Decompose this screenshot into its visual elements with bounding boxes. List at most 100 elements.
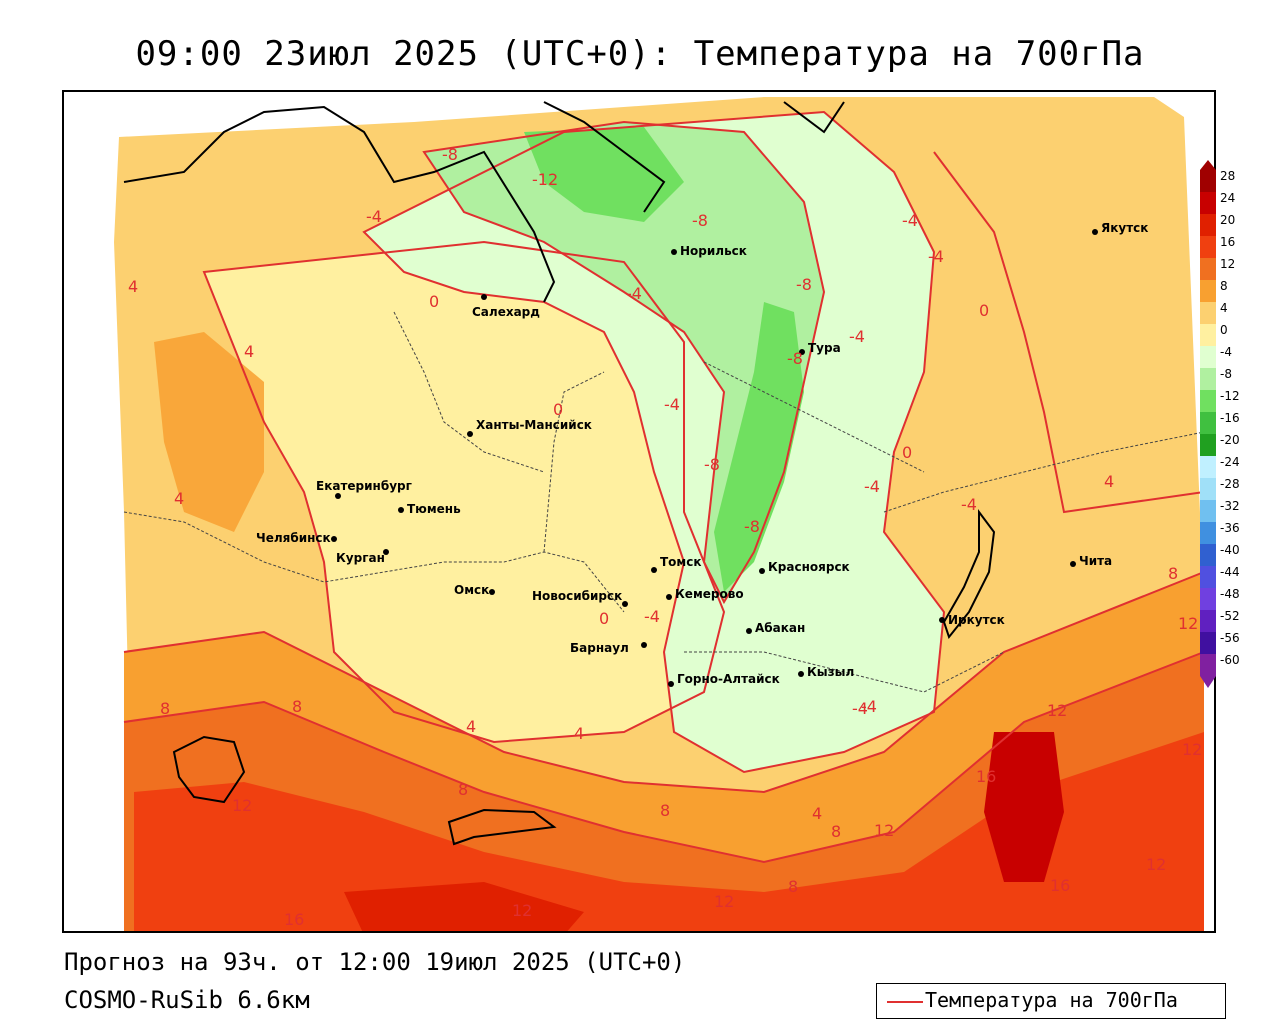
city-marker: [622, 601, 628, 607]
city-marker: [799, 349, 805, 355]
zone-0-4: [204, 242, 724, 742]
isotherm-label: 16: [976, 767, 996, 786]
city-marker: [383, 549, 389, 555]
isotherm-label: -4: [928, 247, 944, 266]
zone-neg8: [424, 122, 824, 602]
scale-tick-label: -16: [1220, 411, 1240, 425]
isotherm-label: 0: [902, 443, 912, 462]
isotherm-line-12: [123, 651, 1205, 864]
isotherm-label: 4: [128, 277, 138, 296]
isotherm-label: 12: [1146, 855, 1166, 874]
isotherm-label: -8: [787, 349, 803, 368]
color-scale: 28 24 20 16 12 8 4 0 -4 -8 -12 -16 -20 -24 -28 -32 -36 -4…: [1200, 160, 1280, 690]
lake-baikal: [942, 509, 996, 640]
isotherm-label: -4: [664, 395, 680, 414]
isotherm-label: 0: [979, 301, 989, 320]
zone-4-8-west: [154, 332, 264, 532]
scale-tick-label: 0: [1220, 323, 1228, 337]
isotherm-label: 8: [788, 877, 798, 896]
color-scale-bar: 28 24 20 16 12 8 4 0 -4 -8 -12 -16 -20 -24 -28 -32 -36 -4…: [1200, 160, 1240, 688]
city-marker: [666, 594, 672, 600]
city-marker: [467, 431, 473, 437]
zone-neg12: [524, 127, 684, 222]
scale-tick-label: -44: [1220, 565, 1240, 579]
isotherm-label: 4: [174, 489, 184, 508]
scale-swatch: [1200, 478, 1216, 500]
scale-tick-label: 28: [1220, 169, 1235, 183]
city-label: Курган: [336, 551, 385, 565]
zone-12-16-core: [134, 732, 1204, 931]
isotherm-line-4-east: [933, 151, 1205, 514]
zone-neg8-ridge: [714, 302, 804, 592]
isotherm-line-neg4: [362, 110, 946, 774]
map-canvas: Якутск Норильск Салехард Тура Ханты-Манс…: [114, 97, 1205, 931]
scale-tick-label: -48: [1220, 587, 1240, 601]
forecast-info: Прогноз на 93ч. от 12:00 19июл 2025 (UTC…: [64, 948, 686, 976]
city-label: Челябинск: [256, 531, 331, 545]
scale-swatch: [1200, 390, 1216, 412]
isotherm-label: -4: [861, 697, 877, 716]
city-label: Омск: [454, 583, 489, 597]
isotherm-label: -12: [532, 170, 558, 189]
isotherm-label: -4: [366, 207, 382, 226]
isotherm-label: 8: [831, 822, 841, 841]
scale-tick-label: 16: [1220, 235, 1235, 249]
city-label: Барнаул: [570, 641, 629, 655]
legend: Температура на 700гПа: [876, 983, 1226, 1019]
isotherm-label: 12: [232, 796, 252, 815]
isotherm-label: 16: [1050, 876, 1070, 895]
isotherm-label: -4: [864, 477, 880, 496]
isotherm-label: 0: [429, 292, 439, 311]
scale-arrow-top: [1200, 160, 1216, 170]
isotherm-line-8: [123, 571, 1205, 794]
city-label: Томск: [660, 555, 702, 569]
isotherm-label: 4: [1104, 472, 1114, 491]
isotherm-label: 12: [1182, 740, 1202, 759]
city-marker: [746, 628, 752, 634]
city-marker: [641, 642, 647, 648]
scale-tick-label: -12: [1220, 389, 1240, 403]
scale-tick-label: -56: [1220, 631, 1240, 645]
city-label: Салехард: [472, 305, 540, 319]
isotherm-labels: -8 -12 -4 -8 -4 4 0 -4 -4 0 -8 -8 -4 -8 …: [128, 145, 1202, 929]
scale-swatch: [1200, 280, 1216, 302]
scale-tick-label: -60: [1220, 653, 1240, 667]
isotherm-label: -8: [796, 275, 812, 294]
scale-swatch: [1200, 544, 1216, 566]
model-name: COSMO-RuSib 6.6км: [64, 986, 310, 1014]
scale-tick-label: -24: [1220, 455, 1240, 469]
city-label: Чита: [1079, 554, 1112, 568]
scale-arrow-bottom: [1200, 676, 1216, 688]
map-title: 09:00 23июл 2025 (UTC+0): Температура на…: [135, 34, 1145, 74]
scale-swatch: [1200, 412, 1216, 434]
scale-swatch: [1200, 368, 1216, 390]
scale-swatch: [1200, 522, 1216, 544]
isotherm-label: -4: [849, 327, 865, 346]
city-marker: [798, 671, 804, 677]
isotherm-label: 0: [553, 400, 563, 419]
scale-swatch: [1200, 434, 1216, 456]
isotherm-label: 8: [160, 699, 170, 718]
isotherm-label: 4: [244, 342, 254, 361]
admin-borders: [123, 311, 1205, 693]
scale-tick-label: -36: [1220, 521, 1240, 535]
city-label: Абакан: [755, 621, 805, 635]
isotherm-label: 8: [660, 801, 670, 820]
city-marker: [331, 536, 337, 542]
city-marker: [759, 568, 765, 574]
city-label: Горно-Алтайск: [677, 672, 780, 686]
city-marker: [651, 567, 657, 573]
isotherm-label: -4: [644, 607, 660, 626]
isotherm-label: -8: [704, 455, 720, 474]
isotherm-label: 12: [1178, 614, 1198, 633]
scale-tick-label: 24: [1220, 191, 1235, 205]
scale-tick-label: -40: [1220, 543, 1240, 557]
city-label: Кемерово: [675, 587, 744, 601]
isotherm-label: 4: [574, 724, 584, 743]
city-markers: Якутск Норильск Салехард Тура Ханты-Манс…: [256, 221, 1148, 687]
city-label: Ханты-Мансийск: [476, 418, 592, 432]
isotherm-label: -8: [692, 211, 708, 230]
lake-issyk-kul: [447, 808, 557, 846]
scale-swatch: [1200, 654, 1216, 676]
city-label: Красноярск: [768, 560, 850, 574]
